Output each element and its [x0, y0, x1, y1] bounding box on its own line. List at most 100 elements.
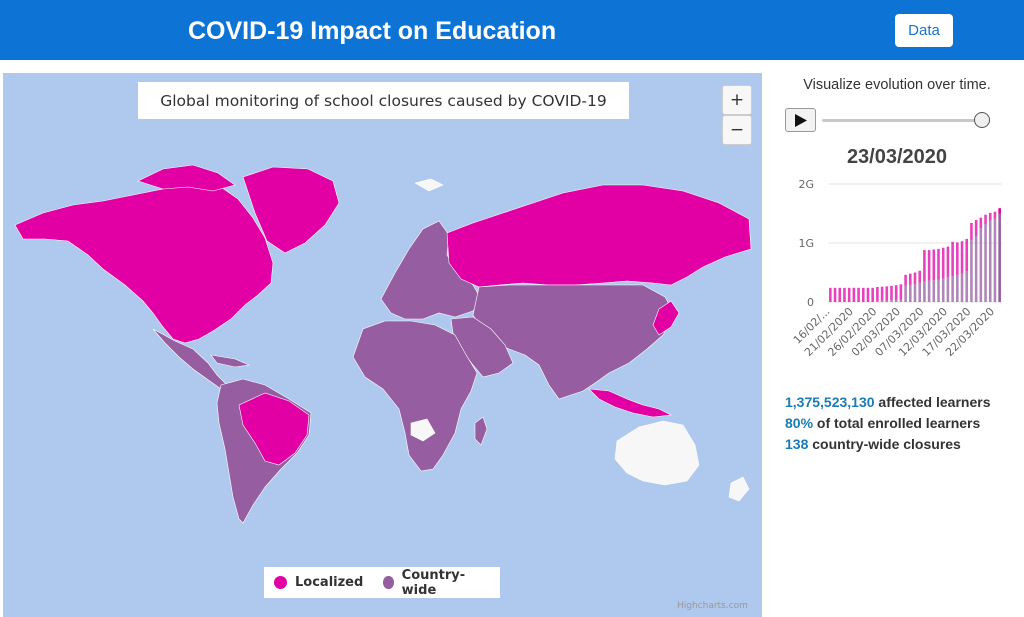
chart-bar[interactable]: [904, 274, 907, 286]
legend-item-country-wide[interactable]: Country-wide: [383, 568, 480, 598]
chart-bar[interactable]: [880, 300, 884, 302]
chart-bar[interactable]: [890, 285, 893, 301]
chart-bar[interactable]: [847, 287, 851, 302]
chart-bar[interactable]: [927, 280, 931, 302]
chart-bar[interactable]: [880, 286, 884, 301]
legend-label-localized: Localized: [295, 575, 364, 590]
chart-bar[interactable]: [941, 278, 945, 302]
chart-bar[interactable]: [885, 300, 889, 302]
chart-bar[interactable]: [838, 287, 842, 302]
region-greenland[interactable]: [242, 166, 340, 254]
chart-bar[interactable]: [960, 241, 964, 274]
chart-bar[interactable]: [970, 222, 973, 241]
play-button[interactable]: [785, 108, 816, 132]
chart-bar[interactable]: [923, 281, 926, 302]
chart-bar[interactable]: [932, 280, 936, 302]
chart-bar[interactable]: [974, 235, 978, 302]
chart-bar[interactable]: [918, 270, 921, 283]
chart-bar[interactable]: [965, 238, 969, 272]
header-bar: COVID-19 Impact on Education Data: [0, 0, 1024, 60]
region-north-america[interactable]: [14, 182, 274, 344]
chart-bar[interactable]: [913, 284, 917, 302]
chart-bar[interactable]: [913, 272, 917, 285]
chart-bar[interactable]: [909, 273, 912, 285]
chart-bar[interactable]: [861, 287, 865, 302]
y-tick-label: 2G: [798, 178, 814, 191]
chart-bar[interactable]: [974, 219, 978, 236]
region-arctic-islands[interactable]: [137, 164, 236, 192]
chart-bar[interactable]: [876, 301, 879, 302]
chart-bar[interactable]: [904, 285, 907, 302]
region-madagascar[interactable]: [474, 416, 488, 446]
chart-bar[interactable]: [979, 217, 983, 229]
timeline-slider-handle[interactable]: [974, 112, 990, 128]
chart-bar[interactable]: [899, 299, 903, 302]
region-indonesia[interactable]: [588, 388, 673, 418]
chart-bar[interactable]: [833, 287, 837, 302]
chart-bar[interactable]: [829, 287, 832, 302]
timeline-slider[interactable]: [822, 119, 982, 122]
chart-bar[interactable]: [988, 220, 992, 302]
chart-bar[interactable]: [956, 274, 959, 302]
chart-bar[interactable]: [876, 286, 879, 302]
chart-bar[interactable]: [857, 287, 860, 302]
stat-affected-learners-label: affected learners: [874, 394, 991, 410]
chart-bar[interactable]: [932, 249, 936, 281]
stat-enrolled-share: 80% of total enrolled learners: [785, 413, 990, 434]
chart-bar[interactable]: [918, 282, 921, 302]
chart-bar[interactable]: [843, 287, 846, 302]
chart-bar[interactable]: [894, 299, 898, 302]
chart-bar[interactable]: [885, 286, 889, 301]
chart-bar[interactable]: [984, 214, 987, 225]
chart-bar[interactable]: [890, 300, 893, 302]
chart-bar[interactable]: [937, 248, 940, 280]
chart-bar[interactable]: [984, 224, 987, 302]
region-australia[interactable]: [614, 420, 700, 486]
chart-bar[interactable]: [993, 211, 997, 219]
chart-bar[interactable]: [946, 246, 950, 278]
stats-panel: 1,375,523,130 affected learners 80% of t…: [785, 392, 990, 455]
chart-bar[interactable]: [937, 279, 940, 302]
zoom-in-button[interactable]: +: [722, 85, 752, 115]
chart-bar[interactable]: [998, 213, 1001, 303]
stat-enrolled-share-value: 80%: [785, 415, 814, 431]
map-legend: Localized Country-wide: [264, 567, 500, 598]
chart-bar[interactable]: [927, 250, 931, 281]
region-europe[interactable]: [380, 220, 482, 320]
region-africa[interactable]: [352, 320, 478, 472]
legend-item-localized[interactable]: Localized: [274, 575, 363, 590]
world-map[interactable]: Global monitoring of school closures cau…: [3, 73, 762, 617]
chart-bar[interactable]: [946, 277, 950, 302]
chart-bar[interactable]: [852, 287, 856, 302]
region-svalbard[interactable]: [414, 178, 444, 192]
region-japan[interactable]: [652, 300, 680, 336]
zoom-out-button[interactable]: −: [722, 115, 752, 145]
credits-link[interactable]: Highcharts.com: [677, 601, 748, 611]
chart-bar[interactable]: [979, 228, 983, 302]
chart-bar[interactable]: [988, 212, 992, 221]
world-map-canvas[interactable]: [3, 73, 762, 617]
chart-bar[interactable]: [899, 284, 903, 300]
chart-bar[interactable]: [871, 287, 874, 302]
chart-bar[interactable]: [970, 240, 973, 302]
chart-bar[interactable]: [941, 247, 945, 279]
chart-bar[interactable]: [923, 250, 926, 282]
chart-bar[interactable]: [960, 273, 964, 302]
region-caribbean[interactable]: [210, 354, 251, 368]
chart-bar[interactable]: [951, 241, 954, 277]
chart-bar[interactable]: [956, 242, 959, 275]
region-new-zealand[interactable]: [728, 476, 750, 502]
chart-bar[interactable]: [866, 287, 870, 302]
region-asia[interactable]: [472, 284, 676, 400]
chart-bar[interactable]: [894, 285, 898, 300]
region-africa-nodata[interactable]: [410, 418, 436, 442]
chart-bar[interactable]: [993, 218, 997, 302]
map-title-box: Global monitoring of school closures cau…: [138, 82, 629, 119]
chart-bar[interactable]: [998, 208, 1001, 214]
region-russia[interactable]: [446, 184, 752, 288]
data-button[interactable]: Data: [895, 14, 953, 47]
chart-bar[interactable]: [951, 276, 954, 302]
chart-bar[interactable]: [909, 284, 912, 302]
region-brazil[interactable]: [238, 392, 310, 466]
chart-bar[interactable]: [965, 271, 969, 302]
